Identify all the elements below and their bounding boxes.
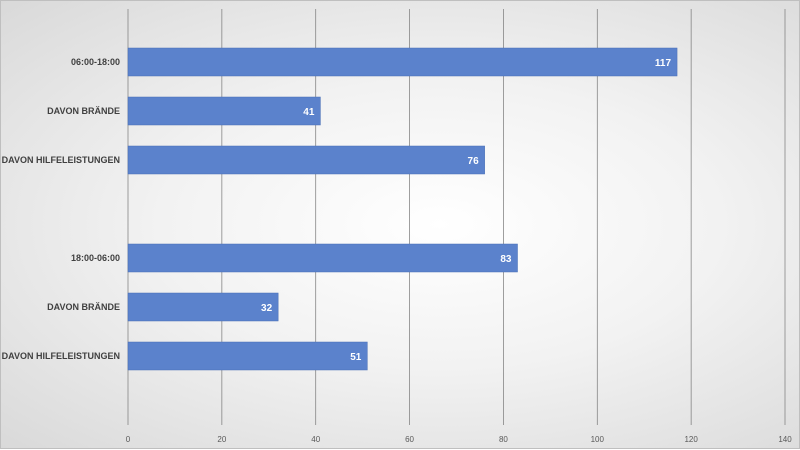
bars [127, 47, 678, 371]
bar [127, 243, 518, 273]
data-label: 41 [303, 107, 315, 118]
x-tick-label: 80 [499, 435, 508, 444]
x-tick-label: 0 [126, 435, 131, 444]
bar [127, 341, 368, 371]
bar [127, 145, 485, 175]
data-labels: 117 41 76 83 32 51 [261, 58, 671, 363]
data-label: 76 [468, 156, 480, 167]
bar [127, 47, 678, 77]
data-label: 32 [261, 303, 273, 314]
category-labels: 06:00-18:00 DAVON BRÄNDE DAVON HILFELEISTU… [2, 57, 120, 361]
gridlines [127, 9, 786, 425]
x-tick-label: 20 [217, 435, 226, 444]
category-label: DAVON HILFELEISTUNGEN [2, 351, 120, 361]
x-tick-label: 140 [778, 435, 792, 444]
x-tick-label: 100 [591, 435, 605, 444]
data-label: 117 [655, 58, 672, 69]
category-label: 18:00-06:00 [71, 253, 120, 263]
x-tick-label: 120 [684, 435, 698, 444]
category-label: DAVON BRÄNDE [47, 302, 120, 312]
data-label: 51 [350, 352, 362, 363]
x-tick-label: 40 [311, 435, 320, 444]
data-label: 83 [500, 254, 512, 265]
x-axis-tick-labels: 0 20 40 60 80 100 120 140 [126, 435, 792, 444]
x-tick-label: 60 [405, 435, 414, 444]
category-label: DAVON HILFELEISTUNGEN [2, 155, 120, 165]
bar [127, 292, 279, 322]
category-label: 06:00-18:00 [71, 57, 120, 67]
bar [127, 96, 321, 126]
category-label: DAVON BRÄNDE [47, 106, 120, 116]
